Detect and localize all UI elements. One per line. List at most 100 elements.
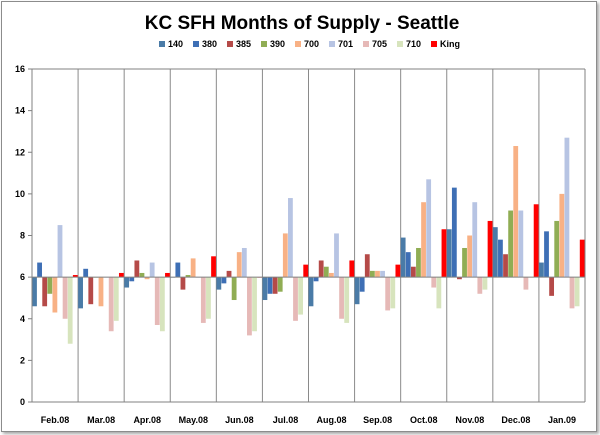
legend-swatch-701 <box>329 41 335 47</box>
y-tick-label: 8 <box>20 231 25 241</box>
legend-label-710: 710 <box>406 39 421 49</box>
x-tick-label: Oct.08 <box>410 415 438 425</box>
bar-380-Apr.08 <box>129 277 135 282</box>
bar-700-Aug.08 <box>328 272 334 278</box>
bar-705-Apr.08 <box>154 277 160 325</box>
bar-705-Jul.08 <box>293 277 298 321</box>
bar-710-May.08 <box>206 277 211 319</box>
chart-area: KC SFH Months of Supply - Seattle 140 380… <box>15 13 586 425</box>
bar-701-Aug.08 <box>334 233 339 278</box>
bar-710-Aug.08 <box>344 277 350 323</box>
bar-King-May.08 <box>211 256 216 278</box>
x-tick-label: Mar.08 <box>87 415 115 425</box>
bar-140-Oct.08 <box>400 237 406 278</box>
bar-701-Nov.08 <box>472 202 478 278</box>
bar-385-Sep.08 <box>364 254 370 278</box>
bar-390-May.08 <box>185 275 191 278</box>
bar-701-Jan.09 <box>564 137 570 278</box>
bar-380-Feb.08 <box>37 262 42 278</box>
bar-380-Dec.08 <box>498 239 503 278</box>
bar-385-Jan.09 <box>549 277 555 296</box>
bar-140-Apr.08 <box>124 277 130 288</box>
x-tick-label: Jun.08 <box>225 415 254 425</box>
bar-701-Apr.08 <box>149 262 155 278</box>
bar-390-Aug.08 <box>323 266 329 278</box>
legend-swatch-King <box>431 41 437 47</box>
bar-King-Feb.08 <box>72 275 78 278</box>
legend-swatch-705 <box>363 41 369 47</box>
bar-140-Nov.08 <box>446 229 452 278</box>
bar-380-Mar.08 <box>83 268 89 278</box>
bar-705-Dec.08 <box>523 277 529 290</box>
bar-701-Feb.08 <box>57 225 63 278</box>
bar-385-Jun.08 <box>226 270 232 278</box>
legend-label-380: 380 <box>202 39 217 49</box>
bar-380-Jul.08 <box>267 277 273 294</box>
bar-700-Sep.08 <box>375 270 380 278</box>
x-tick-label: Jul.08 <box>273 415 299 425</box>
bar-710-Feb.08 <box>67 277 73 344</box>
bar-385-Nov.08 <box>457 277 462 280</box>
bar-705-Oct.08 <box>431 277 437 288</box>
bar-705-Sep.08 <box>385 277 391 311</box>
bar-140-Feb.08 <box>32 277 37 307</box>
category-separators <box>77 69 540 402</box>
bar-385-Mar.08 <box>88 277 94 305</box>
x-axis-ticks: Feb.08 Mar.08 Apr.08 May.08 Jun.08 Jul.08 Aug.… <box>41 415 576 425</box>
legend: 140 380 385 390 700 701 705 710 King <box>159 39 460 49</box>
bar-385-May.08 <box>180 277 186 290</box>
legend-label-140: 140 <box>168 39 183 49</box>
bar-710-Oct.08 <box>436 277 442 309</box>
legend-label-385: 385 <box>236 39 251 49</box>
bar-385-Dec.08 <box>503 254 508 278</box>
legend-label-701: 701 <box>338 39 353 49</box>
bar-140-Aug.08 <box>308 277 314 307</box>
bar-700-Nov.08 <box>467 235 473 278</box>
x-tick-label: May.08 <box>179 415 208 425</box>
y-tick-label: 2 <box>20 355 25 365</box>
bar-King-Jul.08 <box>303 264 309 278</box>
x-tick-label: Jan.09 <box>548 415 576 425</box>
x-tick-label: Sep.08 <box>363 415 392 425</box>
bar-390-Dec.08 <box>508 210 514 278</box>
y-tick-label: 14 <box>15 106 25 116</box>
bar-385-Aug.08 <box>318 260 324 278</box>
bar-380-Sep.08 <box>359 277 365 292</box>
bar-701-Dec.08 <box>518 210 524 278</box>
bar-700-Feb.08 <box>52 277 58 313</box>
bar-385-Apr.08 <box>134 260 140 278</box>
bar-380-Nov.08 <box>451 187 457 278</box>
bar-King-Jan.09 <box>579 239 585 278</box>
bar-380-Oct.08 <box>405 252 411 278</box>
bar-700-Jan.09 <box>559 193 565 278</box>
bar-701-Sep.08 <box>380 270 385 278</box>
x-tick-label: Feb.08 <box>41 415 70 425</box>
legend-label-King: King <box>440 39 460 49</box>
bar-390-Sep.08 <box>369 270 375 278</box>
bar-390-Jul.08 <box>277 277 283 292</box>
bar-385-Oct.08 <box>410 266 416 278</box>
bar-705-Aug.08 <box>339 277 344 319</box>
bar-King-Aug.08 <box>349 260 355 278</box>
bar-700-May.08 <box>190 258 196 278</box>
bar-705-Feb.08 <box>62 277 68 319</box>
bar-710-Apr.08 <box>159 277 165 332</box>
bar-385-Jul.08 <box>272 277 278 294</box>
x-tick-label: Dec.08 <box>501 415 530 425</box>
bar-710-Nov.08 <box>482 277 488 290</box>
bar-380-Aug.08 <box>313 277 319 282</box>
bar-701-Jul.08 <box>288 198 293 278</box>
bars <box>32 137 585 344</box>
legend-swatch-140 <box>159 41 165 47</box>
bar-140-Jul.08 <box>262 277 268 301</box>
bar-700-Jun.08 <box>236 252 242 278</box>
bar-705-May.08 <box>200 277 206 323</box>
legend-swatch-390 <box>261 41 267 47</box>
bar-700-Oct.08 <box>421 202 426 278</box>
y-tick-label: 16 <box>15 64 25 74</box>
bar-705-Jun.08 <box>247 277 252 336</box>
bar-710-Sep.08 <box>390 277 396 309</box>
bar-390-Feb.08 <box>47 277 53 294</box>
y-tick-label: 6 <box>20 272 25 282</box>
